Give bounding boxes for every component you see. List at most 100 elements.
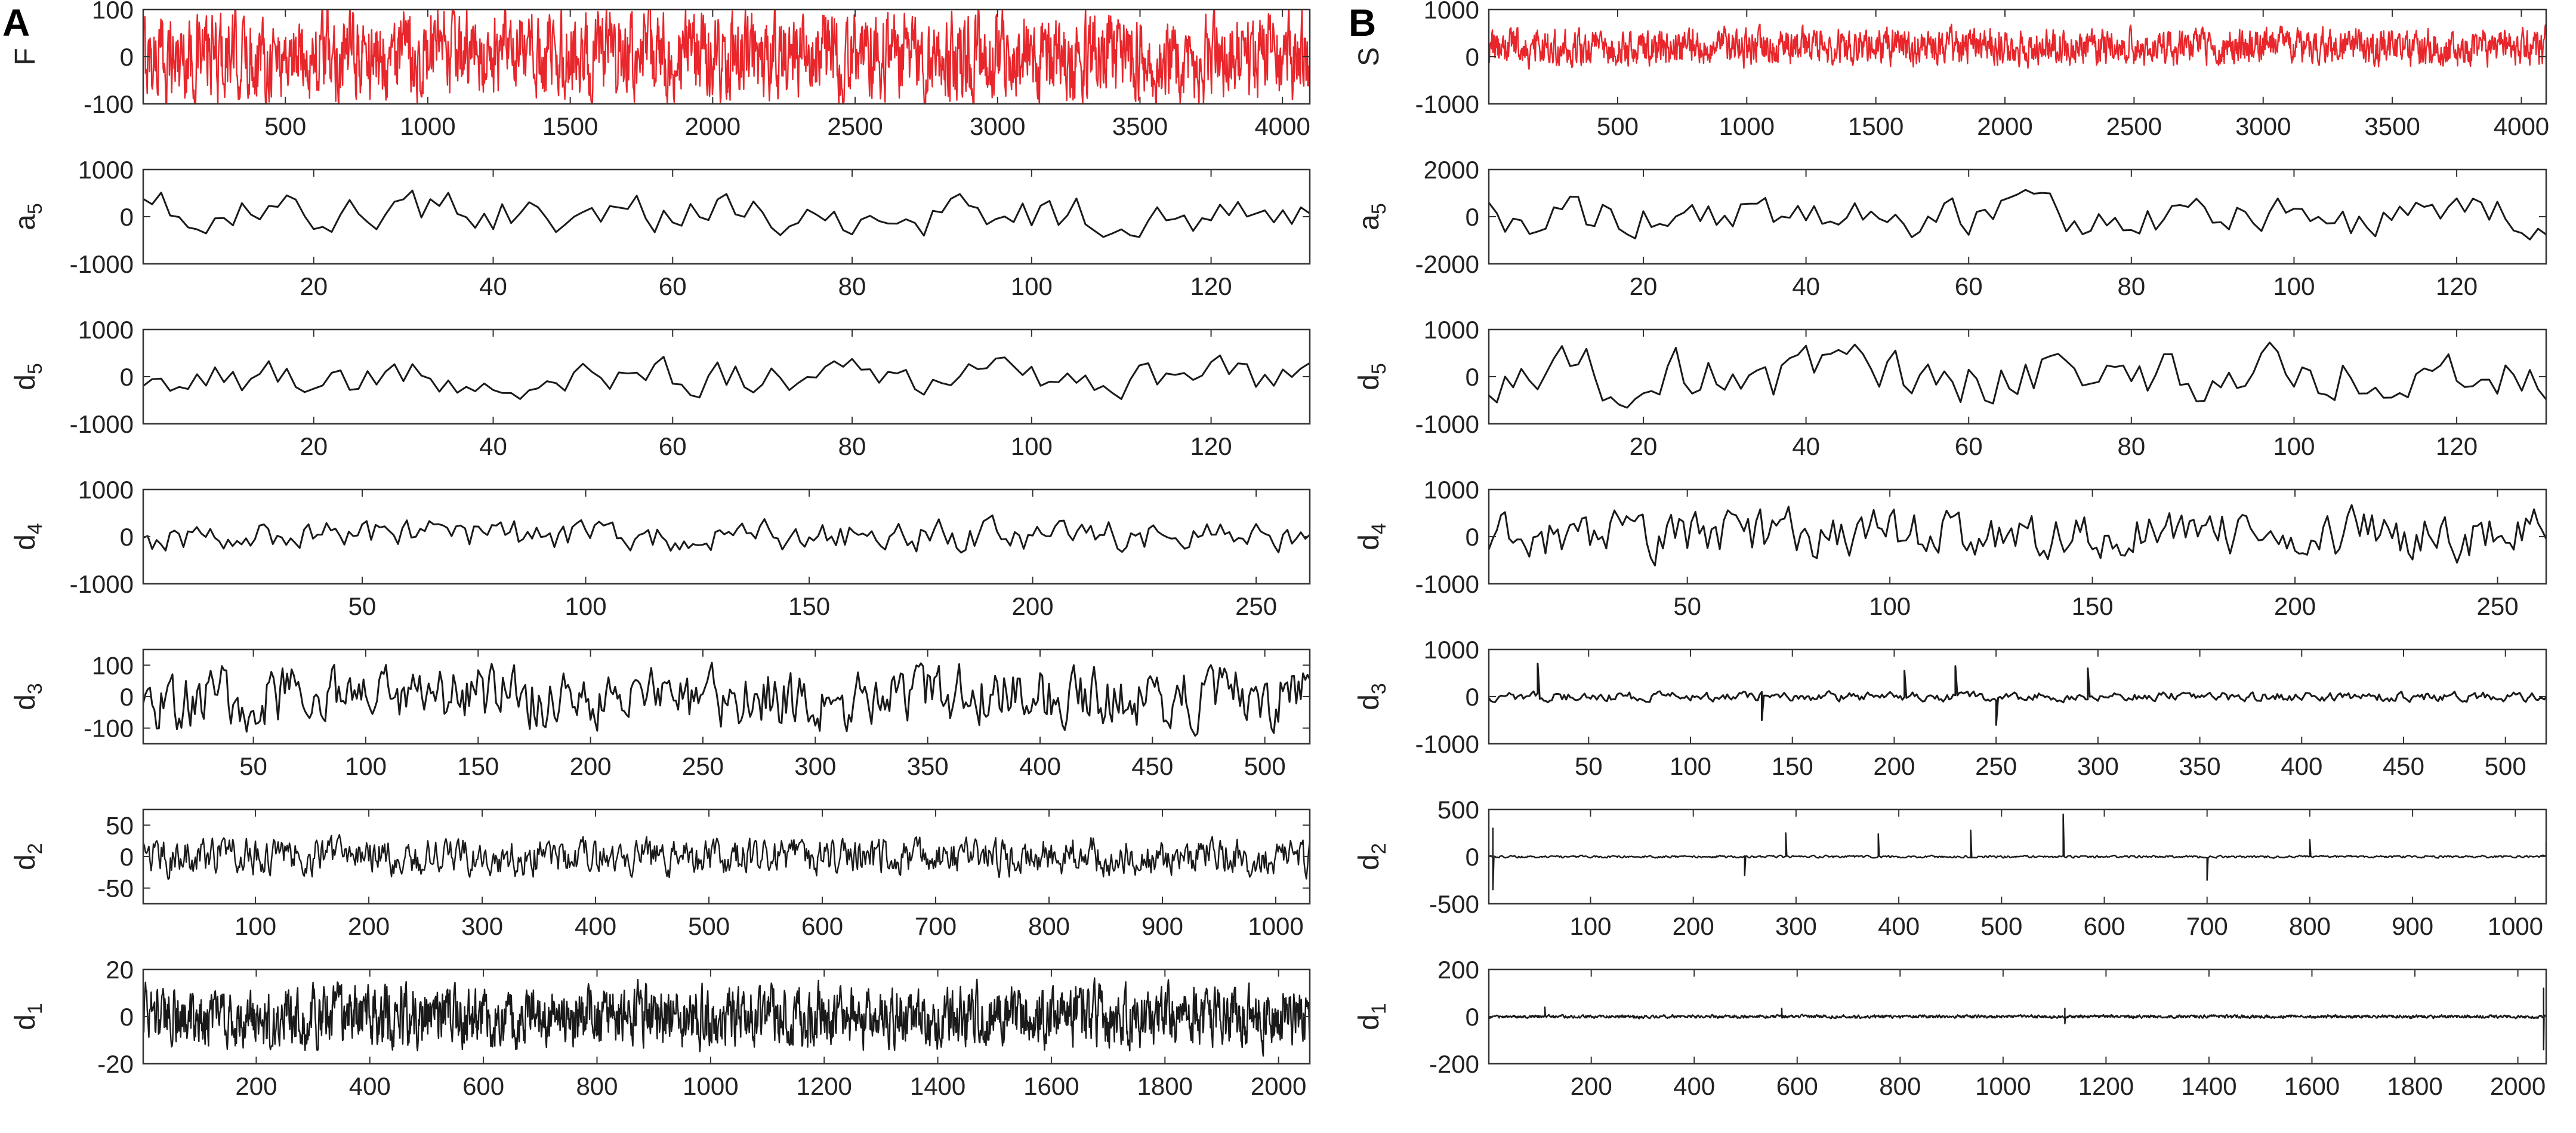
- y-axis-label-main: d: [10, 374, 41, 390]
- x-tick-label: 80: [2117, 432, 2145, 460]
- x-tick-label: 100: [2273, 272, 2315, 300]
- series-line-a-d1: [143, 977, 1310, 1057]
- series-line-b-d1: [1489, 987, 2546, 1051]
- x-tick-label: 800: [1028, 912, 1070, 940]
- y-tick-label: 0: [1466, 43, 1479, 71]
- y-axis-label-main: S: [1353, 47, 1385, 66]
- x-tick-label: 450: [2383, 752, 2424, 780]
- x-tick-label: 3000: [2235, 112, 2291, 140]
- x-tick-label: 120: [2436, 432, 2478, 460]
- y-tick-label: -1000: [70, 570, 134, 598]
- x-tick-label: 1000: [1975, 1072, 2031, 1100]
- series-line-a-a5: [143, 189, 1310, 238]
- x-tick-label: 1400: [910, 1072, 965, 1100]
- x-tick-label: 50: [348, 592, 377, 620]
- y-tick-label: -50: [97, 875, 134, 903]
- subplot-a-d1: 200 400 600 800 1000 1200 1400 1600 1800 2000 -20 0…: [10, 956, 1311, 1100]
- x-tick-label: 200: [348, 912, 390, 940]
- y-tick-label: 0: [1466, 203, 1479, 231]
- x-tick-label: 150: [457, 752, 499, 780]
- y-axis-label-subscript: 1: [1368, 1003, 1390, 1014]
- series-line-a-d3: [143, 661, 1310, 737]
- y-axis-label-b-d4: d4: [1353, 523, 1390, 550]
- y-axis-label-a-d2: d2: [10, 843, 47, 870]
- y-tick-label: 0: [120, 683, 134, 711]
- x-tick-label: 1500: [1848, 112, 1904, 140]
- y-tick-label: -1000: [1415, 410, 1479, 438]
- x-tick-label: 300: [461, 912, 503, 940]
- y-tick-label: 0: [1466, 523, 1479, 551]
- y-tick-label: 100: [92, 0, 134, 24]
- x-tick-label: 60: [659, 272, 687, 300]
- y-tick-label: -1000: [70, 250, 134, 278]
- y-axis-label-main: F: [10, 48, 41, 65]
- subplot-a-f: 500 1000 1500 2000 2500 3000 3500 4000 -100 0 100 F: [10, 0, 1311, 140]
- x-tick-label: 400: [575, 912, 616, 940]
- y-axis-label-b-d3: d3: [1353, 683, 1390, 710]
- y-axis-label-main: d: [10, 1014, 41, 1030]
- x-tick-label: 200: [570, 752, 612, 780]
- x-tick-label: 900: [1142, 912, 1183, 940]
- x-tick-label: 200: [1673, 912, 1714, 940]
- y-axis-label-main: d: [1353, 1014, 1385, 1030]
- series-line-a-d2: [143, 834, 1310, 880]
- y-axis-label-a-d3: d3: [10, 683, 47, 710]
- y-axis-label-b-d2: d2: [1353, 843, 1390, 870]
- y-axis-label-main: d: [1353, 374, 1385, 390]
- x-tick-label: 80: [838, 432, 866, 460]
- x-tick-label: 200: [1012, 592, 1054, 620]
- subplot-b-d2: 100 200 300 400 500 600 700 800 900 1000 -500 0 500 d…: [1353, 796, 2547, 940]
- x-tick-label: 50: [1673, 592, 1701, 620]
- x-tick-label: 350: [907, 752, 949, 780]
- subplot-a-d5: 20 40 60 80 100 120 -1000 0 1000 d5: [10, 316, 1311, 460]
- x-tick-label: 100: [1869, 592, 1911, 620]
- x-tick-label: 400: [1019, 752, 1061, 780]
- x-tick-label: 400: [1878, 912, 1920, 940]
- x-tick-label: 40: [1792, 432, 1820, 460]
- subplot-b-d1: 200 400 600 800 1000 1200 1400 1600 1800 2000-200…: [1353, 956, 2547, 1100]
- x-tick-label: 3000: [970, 112, 1025, 140]
- x-tick-label: 500: [1597, 112, 1639, 140]
- y-axis-label-a-d4: d4: [10, 523, 47, 550]
- y-tick-label: -1000: [1415, 730, 1479, 758]
- y-axis-label-subscript: 4: [1368, 523, 1390, 534]
- x-tick-label: 200: [2274, 592, 2316, 620]
- x-tick-label: 4000: [2494, 112, 2549, 140]
- subplot-a-a5: 20 40 60 80 100 120 -1000 0 1000 a5: [10, 156, 1311, 300]
- y-axis-label-subscript: 5: [1368, 203, 1390, 214]
- plot-frame-b-d5: [1488, 328, 2547, 425]
- y-axis-label-a-d1: d1: [10, 1003, 47, 1030]
- x-tick-label: 500: [688, 912, 730, 940]
- x-tick-label: 300: [2077, 752, 2119, 780]
- subplot-b-d4: 50 100 150 200 250 -1000 0 1000 d4: [1353, 476, 2547, 620]
- x-tick-label: 2000: [685, 112, 741, 140]
- x-tick-label: 400: [1673, 1072, 1715, 1100]
- y-axis-label-main: d: [1353, 854, 1385, 870]
- series-line-b-d3: [1489, 663, 2546, 726]
- x-tick-label: 100: [1011, 432, 1053, 460]
- x-tick-label: 500: [1244, 752, 1286, 780]
- x-tick-label: 40: [1792, 272, 1820, 300]
- y-axis-label-subscript: 4: [24, 523, 47, 534]
- subplot-a-d3: 50 100 150 200 250 300 350 400 450 500 -100 0 100 d3: [10, 648, 1311, 780]
- x-tick-label: 120: [1190, 272, 1232, 300]
- y-tick-label: 0: [1466, 1003, 1479, 1031]
- panel-label-b: B: [1349, 1, 1376, 44]
- series-line-b-s: [1489, 23, 2546, 70]
- y-tick-label: -1000: [1415, 90, 1479, 118]
- y-axis-label-b-d1: d1: [1353, 1003, 1390, 1030]
- x-tick-label: 1200: [2078, 1072, 2134, 1100]
- panel-label-a: A: [2, 1, 30, 44]
- x-tick-label: 3500: [2364, 112, 2420, 140]
- x-tick-label: 80: [2117, 272, 2145, 300]
- x-tick-label: 450: [1131, 752, 1173, 780]
- y-tick-label: 1000: [1424, 0, 1479, 24]
- y-tick-label: 1000: [1424, 476, 1479, 504]
- y-tick-label: 1000: [1424, 636, 1479, 664]
- y-axis-label-main: d: [10, 534, 41, 550]
- series-line-a-d5: [143, 354, 1310, 400]
- y-axis-label-subscript: 5: [1368, 363, 1390, 374]
- y-axis-label-a-f: F: [10, 48, 41, 65]
- x-tick-label: 60: [659, 432, 687, 460]
- y-tick-label: -1000: [70, 410, 134, 438]
